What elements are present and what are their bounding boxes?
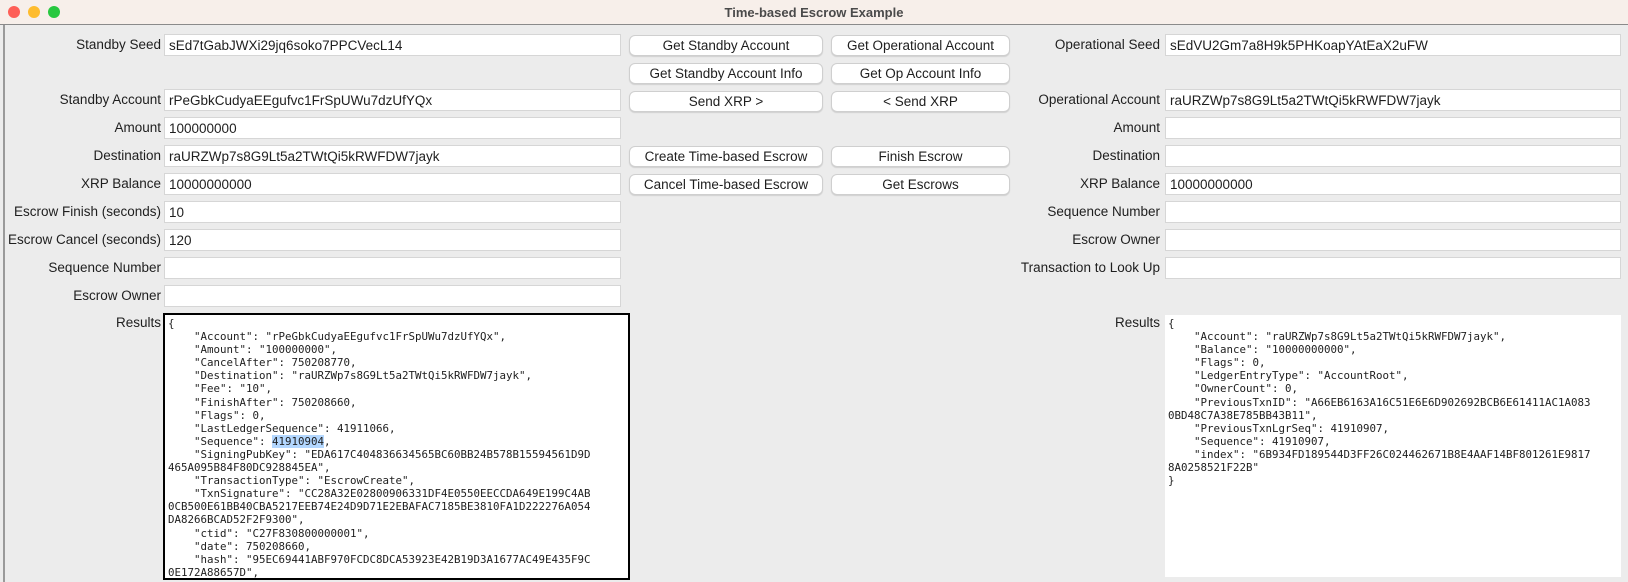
standby-account-input[interactable]: rPeGbkCudyaEEgufvc1FrSpUWu7dzUfYQx	[164, 89, 621, 111]
results-line: "Sequence": 41910907,	[1168, 434, 1331, 448]
standby-account-label: Standby Account	[59, 92, 161, 107]
operational-escrow-owner-label: Escrow Owner	[1072, 232, 1160, 247]
results-line: "date": 750208660,	[168, 539, 312, 553]
operational-seed-label: Operational Seed	[1054, 37, 1160, 52]
results-line: "Fee": "10",	[168, 382, 273, 396]
send-xrp-to-standby-button[interactable]: < Send XRP	[831, 91, 1010, 112]
operational-sequence-label: Sequence Number	[1047, 204, 1160, 219]
operational-destination-input[interactable]	[1165, 145, 1621, 167]
results-line: "Account": "raURZWp7s8G9Lt5a2TWtQi5kRWFD…	[1168, 330, 1507, 344]
get-operational-account-button[interactable]: Get Operational Account	[831, 35, 1010, 56]
results-line: 0BD48C7A38E785BB43B11",	[1168, 408, 1318, 422]
operational-account-input[interactable]: raURZWp7s8G9Lt5a2TWtQi5kRWFDW7jayk	[1165, 89, 1621, 111]
get-op-account-info-button[interactable]: Get Op Account Info	[831, 63, 1010, 84]
results-line: 8A0258521F22B"	[1168, 461, 1260, 475]
operational-account-label: Operational Account	[1038, 92, 1160, 107]
finish-escrow-button[interactable]: Finish Escrow	[831, 146, 1010, 167]
get-standby-account-info-button[interactable]: Get Standby Account Info	[629, 63, 823, 84]
operational-amount-label: Amount	[1113, 120, 1160, 135]
standby-xrp-balance-input[interactable]: 10000000000	[164, 173, 621, 195]
cancel-time-based-escrow-button[interactable]: Cancel Time-based Escrow	[629, 174, 823, 195]
results-line: "Sequence": 41910904,	[168, 434, 331, 448]
standby-amount-label: Amount	[114, 120, 161, 135]
standby-escrow-owner-label: Escrow Owner	[73, 288, 161, 303]
results-line: "FinishAfter": 750208660,	[168, 395, 357, 409]
operational-destination-label: Destination	[1092, 148, 1160, 163]
results-line: "Balance": "10000000000",	[1168, 343, 1357, 357]
results-line: {	[1168, 317, 1175, 330]
operational-seed-input[interactable]: sEdVU2Gm7a8H9k5PHKoapYAtEaX2uFW	[1165, 34, 1621, 56]
operational-results-label: Results	[1114, 315, 1160, 330]
standby-destination-input[interactable]: raURZWp7s8G9Lt5a2TWtQi5kRWFDW7jayk	[164, 145, 621, 167]
standby-sequence-label: Sequence Number	[48, 260, 161, 275]
get-standby-account-button[interactable]: Get Standby Account	[629, 35, 823, 56]
results-line: {	[168, 317, 175, 330]
results-line: "OwnerCount": 0,	[1168, 382, 1299, 396]
results-line: "index": "6B934FD189544D3FF26C024462671B…	[1168, 447, 1591, 461]
standby-seed-input[interactable]: sEd7tGabJWXi29jq6soko7PPCVecL14	[164, 34, 621, 56]
results-line: 0E172A88657D",	[168, 565, 260, 579]
results-line: "Flags": 0,	[1168, 356, 1266, 370]
operational-amount-input[interactable]	[1165, 117, 1621, 139]
main-panel: Standby Seed sEd7tGabJWXi29jq6soko7PPCVe…	[3, 25, 1627, 582]
results-line: "Flags": 0,	[168, 408, 266, 422]
window-title: Time-based Escrow Example	[724, 5, 904, 20]
standby-seed-label: Standby Seed	[76, 37, 161, 52]
create-time-based-escrow-button[interactable]: Create Time-based Escrow	[629, 146, 823, 167]
escrow-cancel-label: Escrow Cancel (seconds)	[7, 232, 161, 247]
title-bar: Time-based Escrow Example	[0, 0, 1628, 25]
results-line: "ctid": "C27F830800000001",	[168, 526, 370, 540]
results-line: "PreviousTxnID": "A66EB6163A16C51E6E6D90…	[1168, 395, 1591, 409]
results-line: "LastLedgerSequence": 41911066,	[168, 421, 396, 435]
results-line: "LedgerEntryType": "AccountRoot",	[1168, 369, 1409, 383]
minimize-window-icon[interactable]	[28, 6, 40, 18]
standby-results-text[interactable]: { "Account": "rPeGbkCudyaEEgufvc1FrSpUWu…	[163, 313, 630, 580]
results-line: DA8266BCAD52F2F9300",	[168, 513, 305, 527]
standby-destination-label: Destination	[93, 148, 161, 163]
results-line: "Account": "rPeGbkCudyaEEgufvc1FrSpUWu7d…	[168, 330, 507, 344]
maximize-window-icon[interactable]	[48, 6, 60, 18]
results-line: "Destination": "raURZWp7s8G9Lt5a2TWtQi5k…	[168, 369, 533, 383]
results-line: "Amount": "100000000",	[168, 343, 338, 357]
standby-sequence-input[interactable]	[164, 257, 621, 279]
escrow-finish-input[interactable]: 10	[164, 201, 621, 223]
operational-results-text[interactable]: { "Account": "raURZWp7s8G9Lt5a2TWtQi5kRW…	[1165, 315, 1621, 577]
results-line: "TransactionType": "EscrowCreate",	[168, 474, 416, 488]
operational-xrp-balance-input[interactable]: 10000000000	[1165, 173, 1621, 195]
escrow-finish-label: Escrow Finish (seconds)	[13, 204, 161, 219]
results-line: "PreviousTxnLgrSeq": 41910907,	[1168, 421, 1390, 435]
selected-text: 41910904	[272, 434, 325, 448]
results-line: 465A095B84F80DC928845EA",	[168, 461, 331, 475]
operational-xrp-balance-label: XRP Balance	[1079, 176, 1160, 191]
operational-escrow-owner-input[interactable]	[1165, 229, 1621, 251]
standby-escrow-owner-input[interactable]	[164, 285, 621, 307]
results-line: "hash": "95EC69441ABF970FCDC8DCA53923E42…	[168, 552, 591, 566]
close-window-icon[interactable]	[8, 6, 20, 18]
operational-sequence-input[interactable]	[1165, 201, 1621, 223]
standby-results-label: Results	[115, 315, 161, 330]
results-line: }	[1168, 474, 1175, 488]
standby-amount-input[interactable]: 100000000	[164, 117, 621, 139]
standby-xrp-balance-label: XRP Balance	[80, 176, 161, 191]
results-line: "SigningPubKey": "EDA617C404836634565BC6…	[168, 447, 591, 461]
results-line: "CancelAfter": 750208770,	[168, 356, 357, 370]
results-line: "TxnSignature": "CC28A32E02800906331DF4E…	[168, 487, 591, 501]
transaction-lookup-input[interactable]	[1165, 257, 1621, 279]
transaction-lookup-label: Transaction to Look Up	[1020, 260, 1160, 275]
send-xrp-to-operational-button[interactable]: Send XRP >	[629, 91, 823, 112]
results-line: 0CB500E61BB40CBA5217EEB74E24D9D71E2EBAFA…	[168, 500, 591, 514]
escrow-cancel-input[interactable]: 120	[164, 229, 621, 251]
get-escrows-button[interactable]: Get Escrows	[831, 174, 1010, 195]
